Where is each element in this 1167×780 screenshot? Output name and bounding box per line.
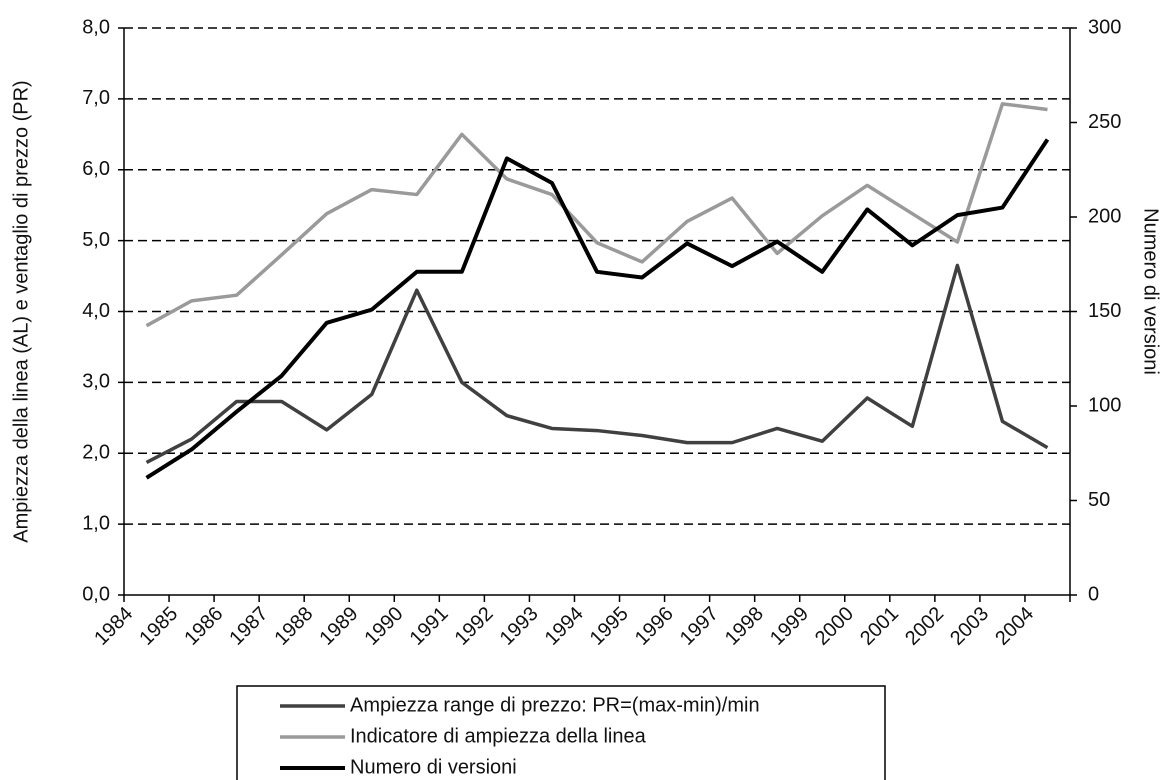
y2-tick-label: 300 bbox=[1088, 16, 1121, 38]
legend-label: Ampiezza range di prezzo: PR=(max-min)/m… bbox=[350, 694, 760, 716]
x-tick-label: 1984 bbox=[90, 603, 137, 650]
x-tick-label: 1994 bbox=[541, 603, 588, 650]
y2-tick-label: 200 bbox=[1088, 205, 1121, 227]
x-tick-label: 2003 bbox=[946, 603, 993, 650]
x-tick-label: 1987 bbox=[225, 603, 272, 650]
x-tick-label: 2004 bbox=[991, 603, 1038, 650]
x-tick-label: 1990 bbox=[361, 603, 408, 650]
x-tick-label: 1998 bbox=[721, 603, 768, 650]
legend-label: Indicatore di ampiezza della linea bbox=[350, 725, 647, 747]
y2-tick-label: 100 bbox=[1088, 394, 1121, 416]
y-tick-label: 3,0 bbox=[82, 371, 110, 393]
x-tick-label: 1993 bbox=[496, 603, 543, 650]
legend-label: Numero di versioni bbox=[350, 756, 517, 778]
x-tick-label: 1999 bbox=[766, 603, 813, 650]
x-tick-label: 1989 bbox=[315, 603, 362, 650]
y-tick-label: 7,0 bbox=[82, 87, 110, 109]
series-line bbox=[145, 263, 1049, 465]
y2-tick-label: 50 bbox=[1088, 489, 1110, 511]
x-tick-label: 2002 bbox=[901, 603, 948, 650]
y-tick-label: 8,0 bbox=[82, 16, 110, 38]
legend-box bbox=[236, 685, 886, 780]
series-line bbox=[145, 102, 1048, 328]
y-axis-title: Ampiezza della linea (AL) e ventaglio di… bbox=[10, 80, 32, 542]
y-tick-label: 4,0 bbox=[82, 300, 110, 322]
y2-tick-label: 150 bbox=[1088, 300, 1121, 322]
y-tick-label: 2,0 bbox=[82, 442, 110, 464]
x-tick-label: 1986 bbox=[180, 603, 227, 650]
series-line bbox=[145, 138, 1050, 480]
x-tick-label: 1985 bbox=[135, 603, 182, 650]
y-tick-label: 5,0 bbox=[82, 229, 110, 251]
x-tick-label: 1995 bbox=[586, 603, 633, 650]
y2-tick-label: 0 bbox=[1088, 583, 1099, 605]
x-tick-label: 1991 bbox=[406, 603, 453, 650]
y-tick-label: 0,0 bbox=[82, 583, 110, 605]
x-tick-label: 2001 bbox=[856, 603, 903, 650]
y2-tick-label: 250 bbox=[1088, 111, 1121, 133]
x-tick-label: 1997 bbox=[676, 603, 723, 650]
y-tick-label: 1,0 bbox=[82, 512, 110, 534]
x-tick-label: 2000 bbox=[811, 603, 858, 650]
x-tick-label: 1992 bbox=[451, 603, 498, 650]
y2-axis-title: Numero di versioni bbox=[1140, 208, 1162, 375]
y-tick-label: 6,0 bbox=[82, 158, 110, 180]
x-tick-label: 1988 bbox=[270, 603, 317, 650]
x-tick-label: 1996 bbox=[631, 603, 678, 650]
